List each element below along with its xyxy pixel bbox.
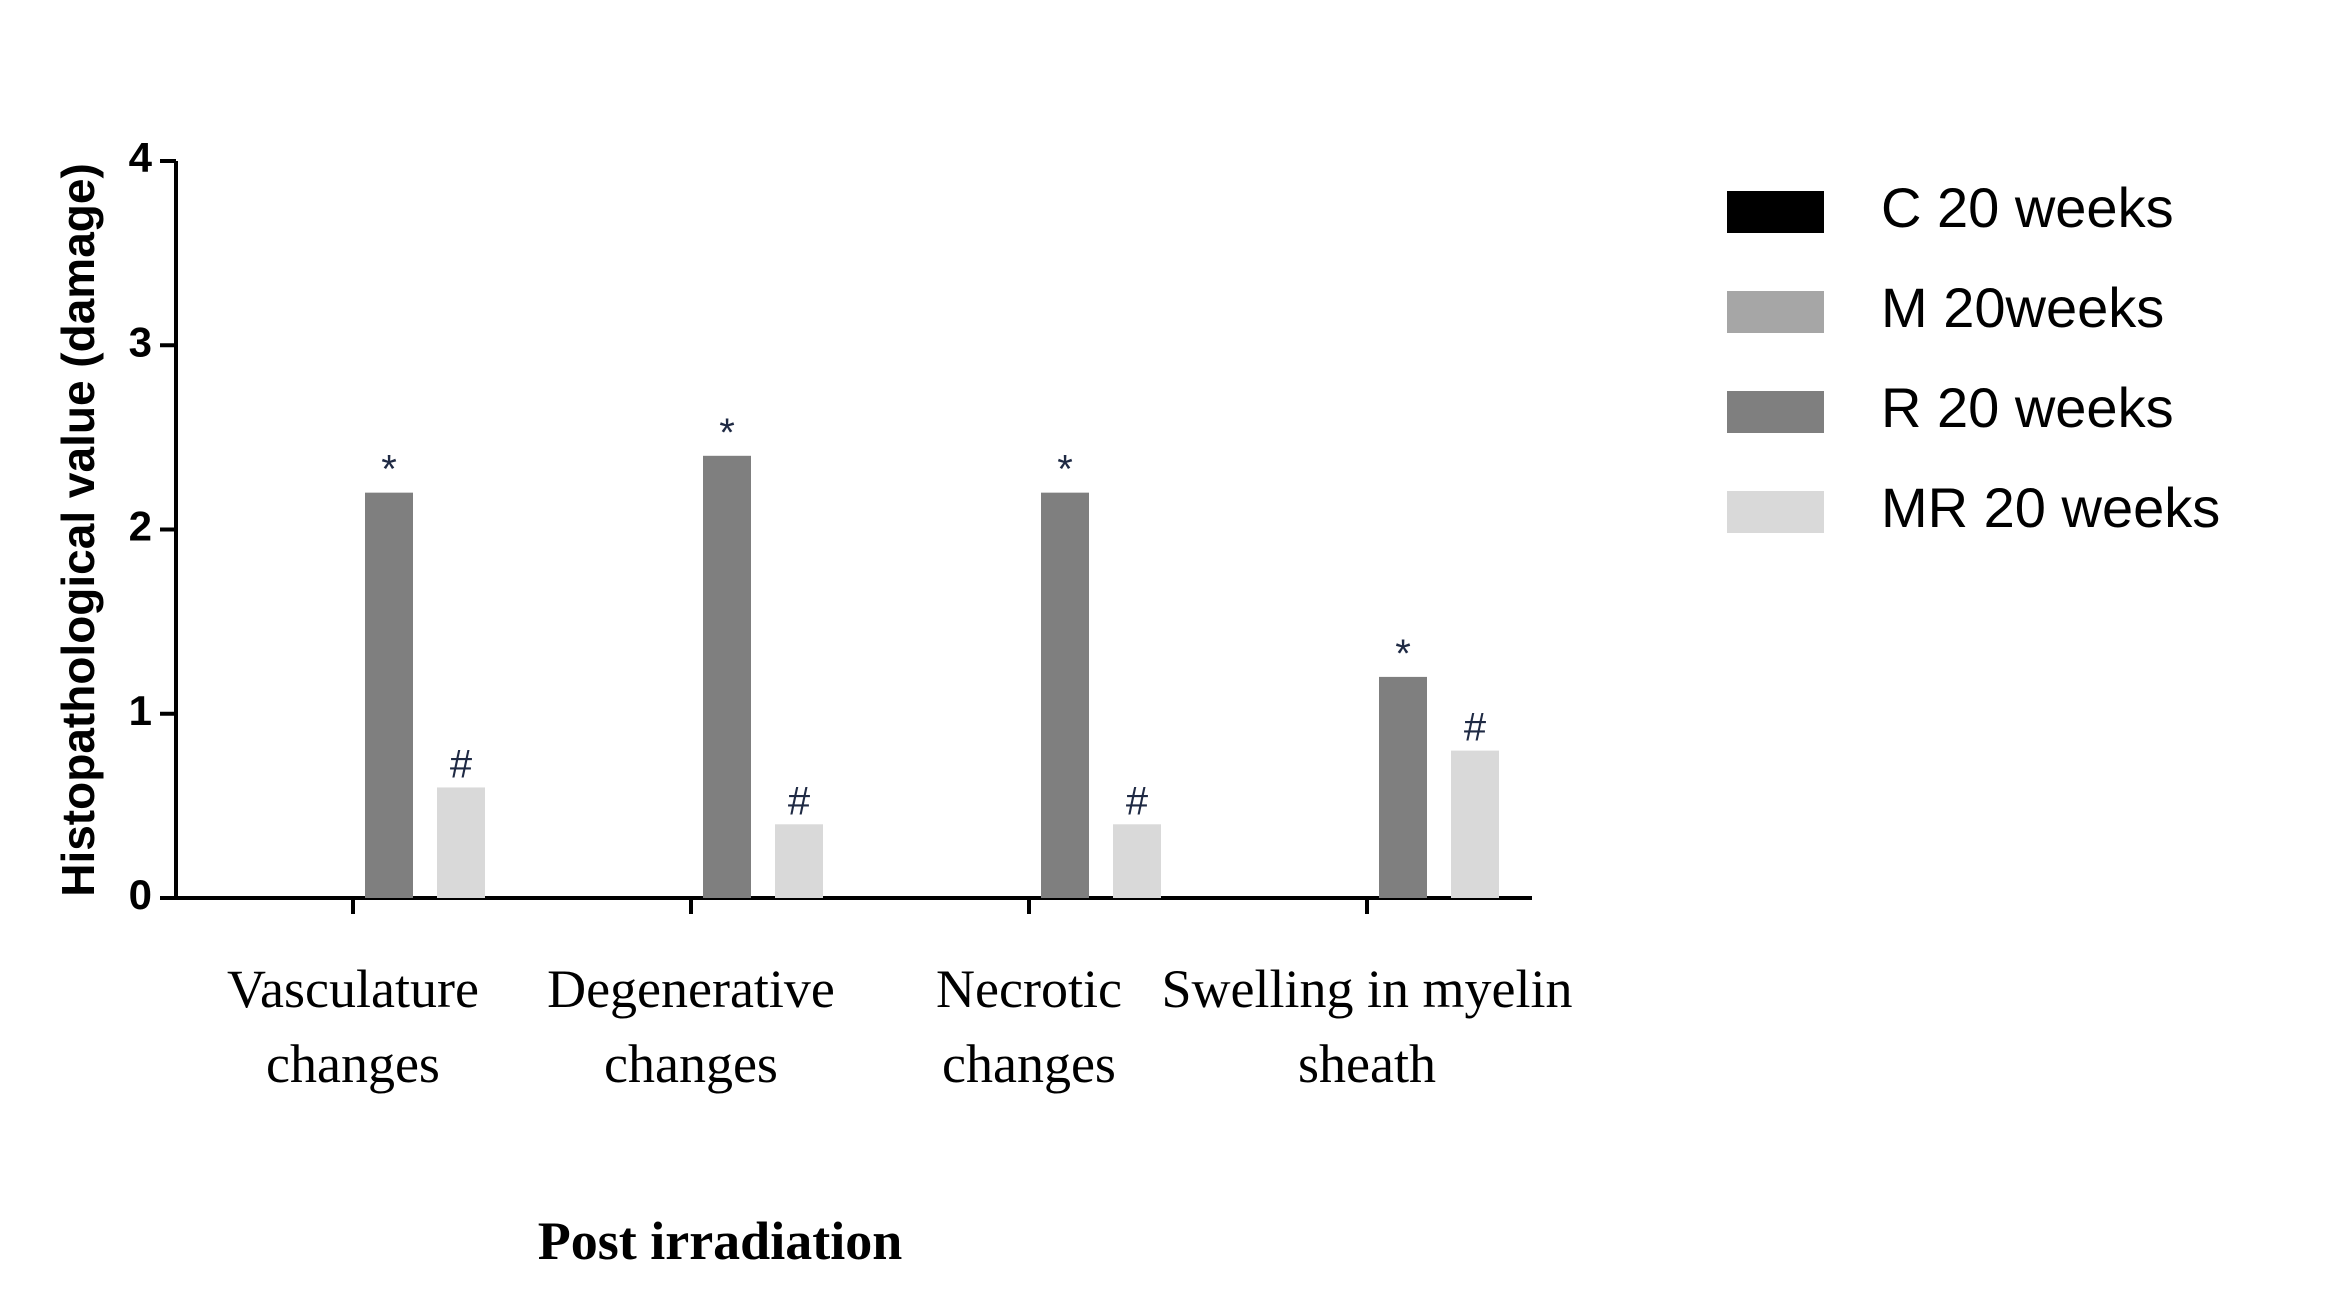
y-tick-label: 4 xyxy=(129,134,153,181)
bar xyxy=(775,824,823,898)
bar xyxy=(1041,492,1089,898)
legend-label: R 20 weeks xyxy=(1881,376,2174,439)
legend-label: C 20 weeks xyxy=(1881,176,2174,239)
annotation: * xyxy=(719,411,735,455)
annotation: * xyxy=(381,448,397,492)
bar xyxy=(1451,750,1499,898)
x-tick-label: Vasculature changes xyxy=(227,959,479,1094)
x-tick-label: Degenerative changes xyxy=(547,959,835,1094)
bar xyxy=(1379,676,1427,898)
legend-label: M 20weeks xyxy=(1881,276,2164,339)
y-tick-label: 2 xyxy=(129,503,152,550)
y-tick-label: 1 xyxy=(129,687,152,734)
legend-swatch xyxy=(1727,191,1824,233)
annotation: * xyxy=(1057,448,1073,492)
annotation: # xyxy=(1464,706,1487,750)
annotation: * xyxy=(1395,632,1411,676)
annotation: # xyxy=(1126,779,1149,823)
bar xyxy=(1113,824,1161,898)
annotation: # xyxy=(788,779,811,823)
bar xyxy=(365,492,413,898)
legend-swatch xyxy=(1727,491,1824,533)
x-tick-label: Swelling in myelin sheath xyxy=(1161,959,1573,1094)
annotation: # xyxy=(450,742,473,786)
bar xyxy=(703,455,751,898)
legend-label: MR 20 weeks xyxy=(1881,476,2220,539)
legend-swatch xyxy=(1727,291,1824,333)
x-axis-title: Post irradiation xyxy=(537,1211,903,1271)
y-tick-label: 0 xyxy=(129,871,152,918)
bar xyxy=(437,787,485,898)
legend-swatch xyxy=(1727,391,1824,433)
x-tick-label: Necrotic changes xyxy=(936,959,1122,1094)
y-tick-label: 3 xyxy=(129,318,152,365)
y-axis-title: Histopathological value (damage) xyxy=(52,163,104,897)
